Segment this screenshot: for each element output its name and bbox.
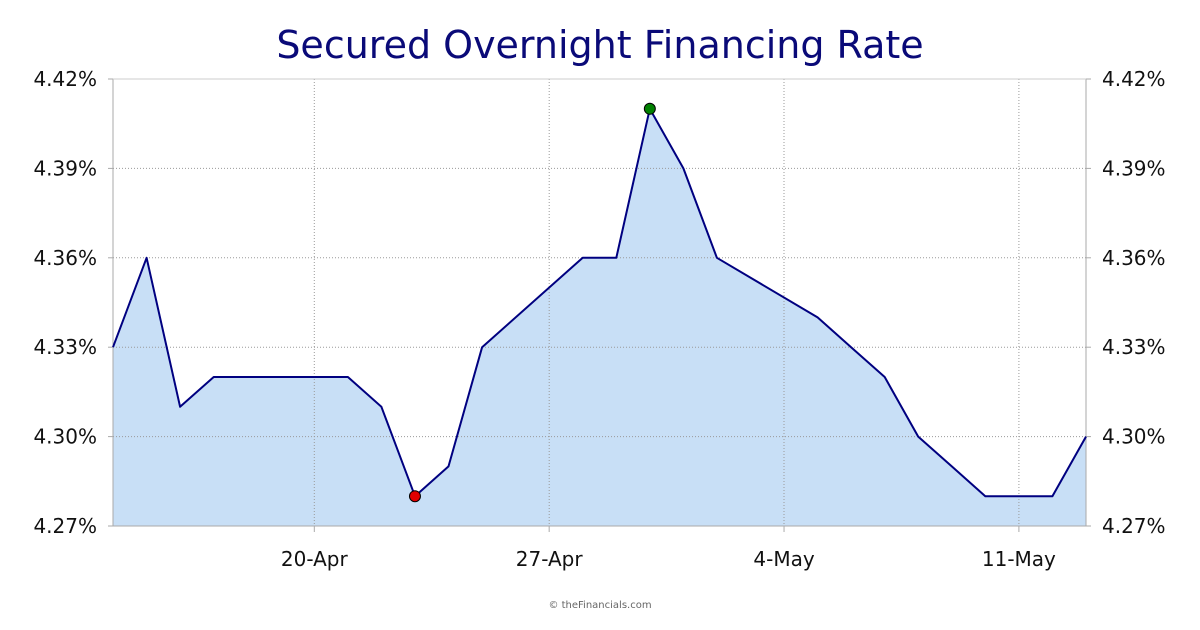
y-tick-label-left: 4.33% xyxy=(33,335,97,359)
y-tick-label-left: 4.42% xyxy=(33,67,97,91)
y-tick-label-right: 4.33% xyxy=(1102,335,1166,359)
y-tick-label-left: 4.36% xyxy=(33,246,97,270)
series-area xyxy=(113,108,1086,527)
y-tick-label-right: 4.27% xyxy=(1102,514,1166,538)
x-tick-label: 4-May xyxy=(753,547,814,571)
x-tick-label: 11-May xyxy=(982,547,1056,571)
y-tick-label-right: 4.36% xyxy=(1102,246,1166,270)
y-tick-label-right: 4.42% xyxy=(1102,67,1166,91)
chart-title: Secured Overnight Financing Rate xyxy=(276,23,923,67)
markers xyxy=(112,102,1087,503)
axes: 4.42% 4.42% 4.39% 4.39% 4.36% 4.36% 4.33% 4.33%… xyxy=(33,67,1165,571)
min-marker xyxy=(408,490,421,503)
y-tick-label-right: 4.39% xyxy=(1102,156,1166,180)
series-line xyxy=(112,107,1087,498)
x-tick-label: 20-Apr xyxy=(281,547,349,571)
credit-text: © theFinancials.com xyxy=(548,600,651,611)
y-tick-label-left: 4.39% xyxy=(33,156,97,180)
plot-area xyxy=(113,108,1086,527)
max-marker xyxy=(643,102,656,115)
y-tick-label-right: 4.30% xyxy=(1102,425,1166,449)
x-tick-label: 27-Apr xyxy=(516,547,584,571)
y-tick-label-left: 4.30% xyxy=(33,425,97,449)
y-tick-label-left: 4.27% xyxy=(33,514,97,538)
